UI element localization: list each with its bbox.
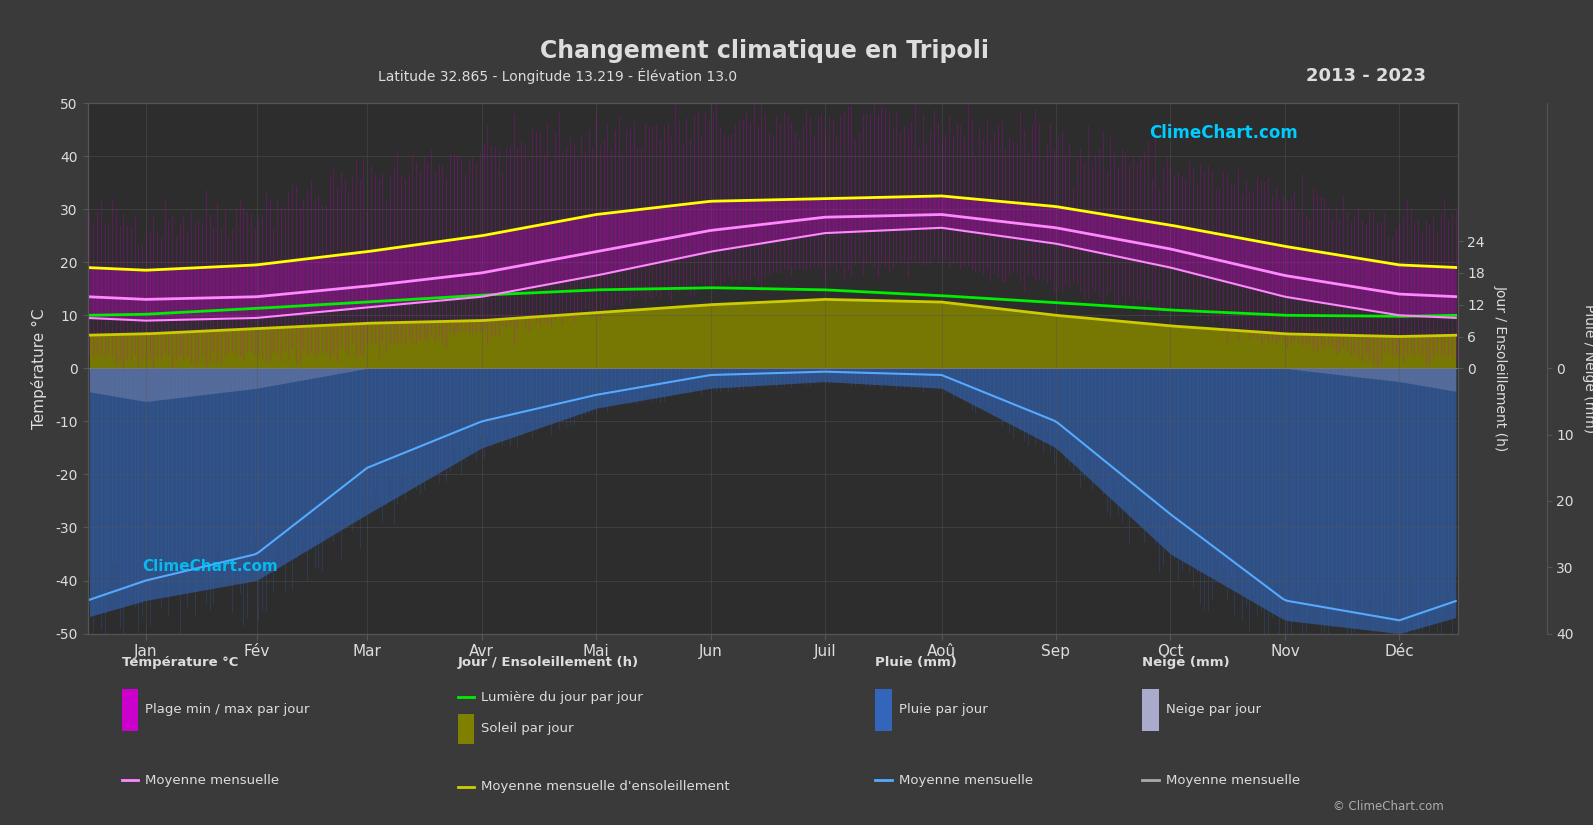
Y-axis label: Température °C: Température °C	[30, 308, 48, 429]
Text: Latitude 32.865 - Longitude 13.219 - Élévation 13.0: Latitude 32.865 - Longitude 13.219 - Élé…	[378, 68, 738, 84]
Text: © ClimeChart.com: © ClimeChart.com	[1333, 800, 1443, 813]
Text: ClimeChart.com: ClimeChart.com	[142, 559, 279, 574]
Text: Moyenne mensuelle: Moyenne mensuelle	[898, 774, 1032, 787]
Bar	[876, 689, 892, 731]
Y-axis label: Pluie / Neige (mm): Pluie / Neige (mm)	[1582, 304, 1593, 433]
Text: ClimeChart.com: ClimeChart.com	[1150, 125, 1298, 143]
Text: Neige (mm): Neige (mm)	[1142, 656, 1230, 669]
Text: Pluie par jour: Pluie par jour	[898, 704, 988, 716]
Text: 2013 - 2023: 2013 - 2023	[1306, 67, 1426, 85]
Text: Changement climatique en Tripoli: Changement climatique en Tripoli	[540, 39, 989, 64]
Text: Plage min / max par jour: Plage min / max par jour	[145, 704, 309, 716]
Text: Moyenne mensuelle d'ensoleillement: Moyenne mensuelle d'ensoleillement	[481, 780, 730, 794]
Text: Jour / Ensoleillement (h): Jour / Ensoleillement (h)	[457, 656, 639, 669]
Bar	[121, 689, 139, 731]
Text: Température °C: Température °C	[121, 656, 239, 669]
Text: Moyenne mensuelle: Moyenne mensuelle	[1166, 774, 1300, 787]
Bar	[1142, 689, 1160, 731]
Text: Soleil par jour: Soleil par jour	[481, 723, 573, 735]
Text: Lumière du jour par jour: Lumière du jour par jour	[481, 691, 642, 704]
Bar	[457, 714, 475, 744]
Text: Pluie (mm): Pluie (mm)	[876, 656, 957, 669]
Y-axis label: Jour / Ensoleillement (h): Jour / Ensoleillement (h)	[1493, 285, 1507, 451]
Text: Moyenne mensuelle: Moyenne mensuelle	[145, 774, 279, 787]
Text: Neige par jour: Neige par jour	[1166, 704, 1260, 716]
